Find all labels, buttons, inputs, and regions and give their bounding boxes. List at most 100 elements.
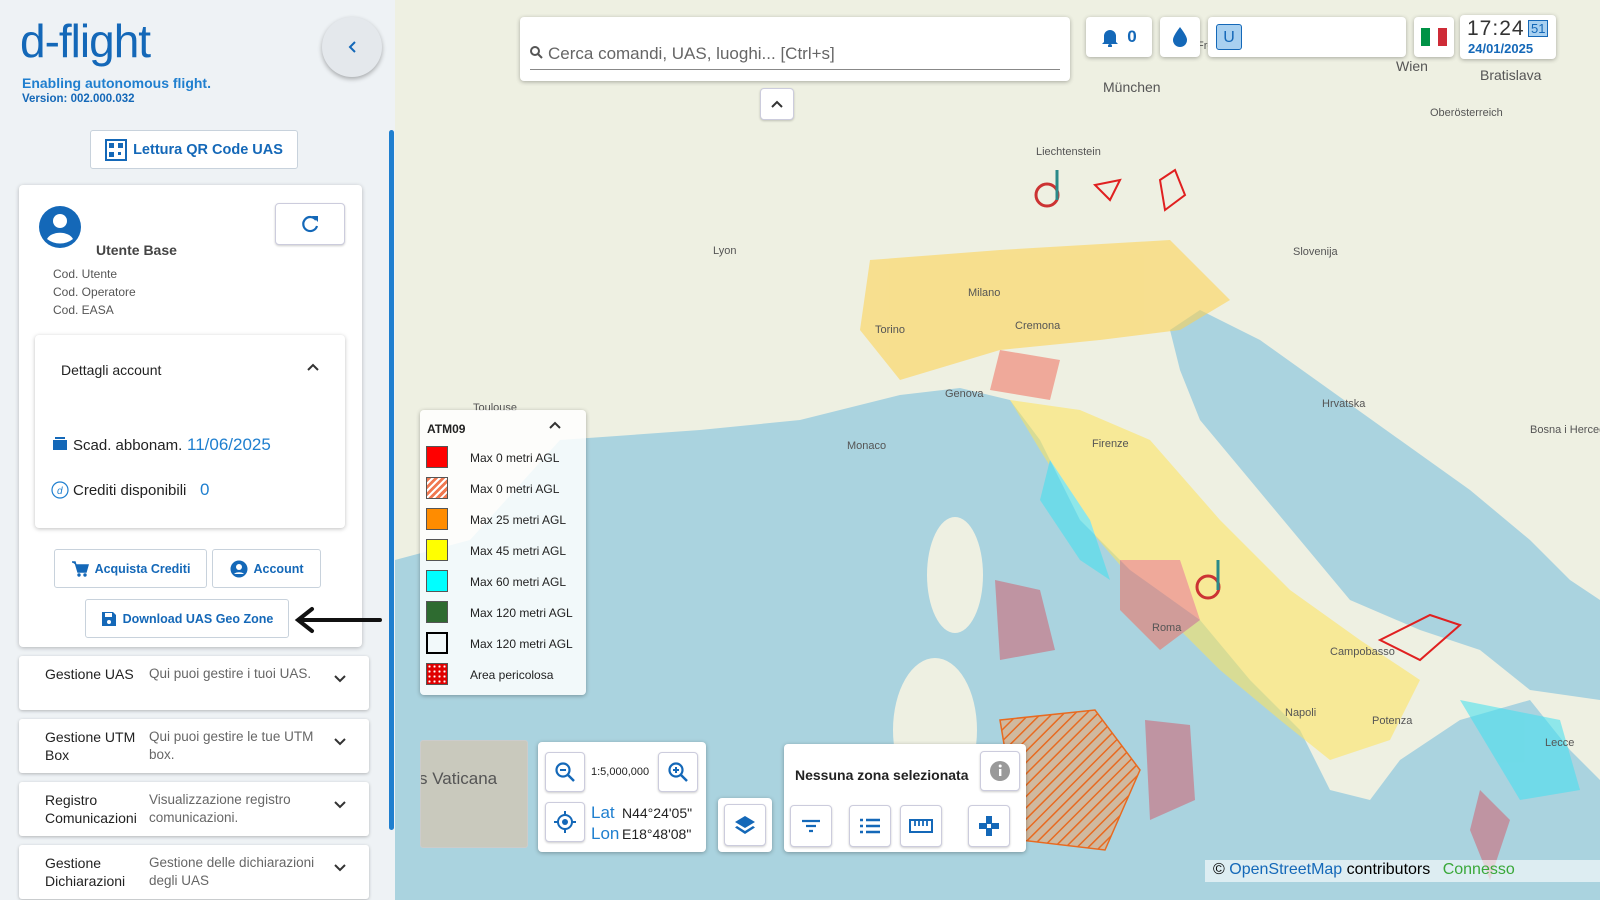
map-label: Slovenija bbox=[1293, 246, 1338, 258]
search-underline bbox=[530, 69, 1060, 70]
tagline: Enabling autonomous flight. bbox=[22, 75, 211, 91]
zoom-in[interactable] bbox=[658, 752, 698, 792]
account-button[interactable]: Account bbox=[212, 549, 321, 588]
legend-swatch bbox=[426, 446, 448, 468]
theme-toggle[interactable] bbox=[1160, 17, 1200, 57]
menu-item-title: Registro Comunicazioni bbox=[45, 792, 137, 826]
menu-item[interactable]: Gestione UTM Box Qui puoi gestire le tue … bbox=[19, 719, 369, 773]
map-label: München bbox=[1103, 79, 1161, 95]
filter-icon bbox=[802, 819, 820, 833]
attribution-prefix: © bbox=[1213, 861, 1225, 878]
legend-label: Max 45 metri AGL bbox=[470, 544, 567, 558]
legend-item: Max 0 metri AGL bbox=[426, 446, 586, 470]
legend-title: ATM09 bbox=[427, 422, 466, 436]
legend-swatch bbox=[426, 539, 448, 561]
refresh-icon bbox=[302, 215, 319, 233]
legend-collapse[interactable] bbox=[548, 420, 562, 430]
search-placeholder: Cerca comandi, UAS, luoghi... [Ctrl+s] bbox=[548, 44, 835, 63]
ruler-icon bbox=[909, 819, 933, 833]
qr-button[interactable]: Lettura QR Code UAS bbox=[90, 130, 298, 169]
drone-button[interactable] bbox=[968, 805, 1010, 847]
menu-item-expand[interactable] bbox=[333, 863, 347, 873]
list-button[interactable] bbox=[849, 805, 891, 847]
avatar bbox=[39, 206, 81, 248]
notifications[interactable]: 0 bbox=[1086, 17, 1152, 57]
attribution: © OpenStreetMap contributors Connesso bbox=[1205, 860, 1600, 882]
map-label: Torino bbox=[875, 324, 905, 336]
map-label: Bratislava bbox=[1480, 67, 1542, 83]
zone-panel: Nessuna zona selezionata bbox=[784, 744, 1026, 852]
user-initial: U bbox=[1216, 24, 1242, 50]
version: Version: 002.000.032 bbox=[22, 93, 135, 105]
menu-item[interactable]: Gestione UAS Qui puoi gestire i tuoi UAS. bbox=[19, 656, 369, 710]
menu-item-expand[interactable] bbox=[333, 800, 347, 810]
map-label: Lyon bbox=[713, 245, 737, 257]
menu-item-description: Visualizzazione registro comunicazioni. bbox=[149, 792, 291, 825]
zoom-out[interactable] bbox=[545, 752, 585, 792]
zone-info[interactable] bbox=[980, 751, 1020, 791]
subscription-label: Scad. abbonam. bbox=[73, 437, 183, 454]
map-label: Potenza bbox=[1372, 715, 1413, 727]
attribution-link[interactable]: OpenStreetMap bbox=[1229, 861, 1343, 878]
legend-swatch bbox=[426, 477, 448, 499]
layers-button[interactable] bbox=[724, 804, 766, 846]
map-label: Campobasso bbox=[1330, 646, 1395, 658]
scrollbar[interactable] bbox=[389, 130, 394, 830]
search-box[interactable]: Cerca comandi, UAS, luoghi... [Ctrl+s] bbox=[520, 17, 1070, 81]
map-label: Monaco bbox=[847, 440, 887, 452]
filter-button[interactable] bbox=[790, 805, 832, 847]
legend-swatch bbox=[426, 632, 448, 654]
refresh-button[interactable] bbox=[275, 203, 345, 245]
legend-label: Max 25 metri AGL bbox=[470, 513, 567, 527]
user-box[interactable]: U bbox=[1208, 17, 1406, 57]
minimap[interactable]: s Vaticana bbox=[420, 740, 528, 848]
menu-item[interactable]: Registro Comunicazioni Visualizzazione re… bbox=[19, 782, 369, 836]
menu-item-description: Qui puoi gestire le tue UTM box. bbox=[149, 729, 314, 762]
lat-label: Lat bbox=[591, 803, 615, 822]
legend-swatch bbox=[426, 570, 448, 592]
credits-value: 0 bbox=[200, 480, 210, 499]
minimap-label: s Vaticana bbox=[420, 769, 498, 788]
info-icon bbox=[990, 761, 1010, 781]
clock-time: 17:24 bbox=[1467, 17, 1525, 40]
collapse-search[interactable] bbox=[760, 88, 794, 120]
language[interactable] bbox=[1414, 17, 1454, 57]
svg-text:d: d bbox=[57, 486, 63, 497]
legend-label: Max 0 metri AGL bbox=[470, 451, 560, 465]
map-label: Wien bbox=[1396, 58, 1428, 74]
map-marker[interactable] bbox=[1195, 560, 1221, 600]
legend-item: Max 120 metri AGL bbox=[426, 601, 586, 625]
layers-icon bbox=[735, 816, 755, 834]
credits-icon: d bbox=[51, 481, 69, 499]
drone-icon bbox=[979, 816, 999, 836]
account-collapse[interactable] bbox=[306, 362, 320, 372]
map-label: Oberösterreich bbox=[1430, 107, 1503, 119]
notification-count: 0 bbox=[1127, 27, 1137, 46]
lat-value: N44°24'05" bbox=[622, 805, 693, 821]
attribution-suffix: contributors bbox=[1346, 861, 1431, 878]
sidebar: d-flight Enabling autonomous flight. Ver… bbox=[0, 0, 395, 900]
clock-seconds: 51 bbox=[1528, 20, 1549, 37]
user-card: Utente Base Cod. Utente Cod. Operatore Cod… bbox=[19, 185, 362, 647]
locate[interactable] bbox=[545, 802, 585, 842]
lon-value: E18°48'08" bbox=[622, 826, 692, 842]
buy-credits-button[interactable]: Acquista Crediti bbox=[54, 549, 207, 588]
list-icon bbox=[860, 818, 880, 834]
collapse-sidebar[interactable] bbox=[322, 17, 382, 77]
buy-credits-label: Acquista Crediti bbox=[94, 561, 191, 576]
menu-item-expand[interactable] bbox=[333, 674, 347, 684]
menu-item-expand[interactable] bbox=[333, 737, 347, 747]
clock: 17:24 51 24/01/2025 bbox=[1460, 15, 1556, 59]
measure-button[interactable] bbox=[900, 805, 942, 847]
legend-item: Max 0 metri AGL bbox=[426, 477, 586, 501]
legend-swatch bbox=[426, 601, 448, 623]
account-icon bbox=[230, 560, 247, 577]
menu-item-description: Qui puoi gestire i tuoi UAS. bbox=[149, 666, 312, 681]
download-geozone-button[interactable]: Download UAS Geo Zone bbox=[85, 599, 289, 638]
map-label: Hrvatska bbox=[1322, 398, 1366, 410]
menu-item[interactable]: Gestione Dichiarazioni Gestione delle dic… bbox=[19, 845, 369, 899]
map-marker[interactable] bbox=[1034, 170, 1060, 208]
